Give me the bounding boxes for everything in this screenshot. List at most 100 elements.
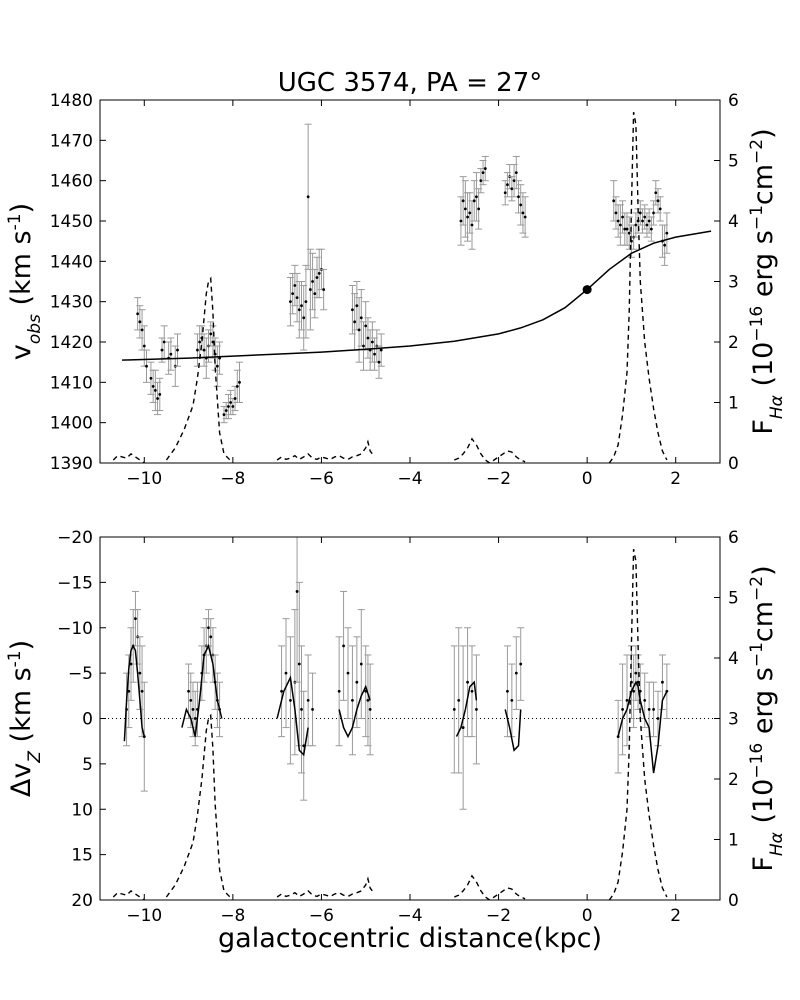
halpha-flux-line — [165, 276, 234, 463]
data-point — [162, 340, 166, 344]
data-point — [514, 671, 518, 675]
data-point — [198, 340, 202, 344]
data-point — [663, 243, 667, 247]
data-point — [368, 708, 372, 711]
data-point — [346, 671, 350, 675]
data-point — [466, 680, 469, 684]
data-point — [652, 211, 655, 215]
data-point — [337, 689, 341, 693]
data-point — [510, 698, 514, 702]
data-point — [452, 708, 456, 711]
data-point — [470, 223, 474, 227]
data-point — [517, 195, 520, 199]
y-tick-label: 1420 — [50, 333, 93, 353]
data-point — [463, 207, 467, 211]
x-tick-label: −4 — [397, 906, 422, 926]
y2-tick-label: 0 — [728, 891, 739, 911]
plot-area — [112, 111, 712, 463]
y2-tick-label: 5 — [728, 589, 739, 609]
halpha-flux-line — [112, 452, 145, 463]
data-point — [293, 284, 297, 287]
data-point — [475, 195, 478, 199]
data-point — [231, 405, 235, 408]
y2-tick-label: 4 — [728, 212, 739, 232]
y-tick-label: 15 — [71, 846, 93, 866]
data-point — [359, 316, 363, 320]
halpha-flux-line — [165, 713, 234, 900]
data-point — [145, 364, 148, 368]
data-point — [645, 223, 649, 227]
data-point — [656, 717, 660, 720]
data-point — [357, 328, 361, 332]
data-point — [468, 211, 472, 215]
x-tick-label: −2 — [486, 906, 511, 926]
data-point — [235, 384, 239, 388]
y-tick-label: 1470 — [50, 131, 93, 151]
top-panel: −10 −8 −6 −4 −2 0 2139014001410142014301440145… — [5, 91, 787, 489]
y2-axis-label: FHα (10−16 erg s−1cm−2) — [747, 565, 787, 871]
x-tick-label: −10 — [126, 906, 162, 926]
data-point — [136, 312, 140, 316]
data-point — [614, 211, 618, 215]
data-point — [459, 219, 463, 223]
halpha-flux-line — [112, 889, 145, 900]
data-point — [129, 662, 133, 666]
data-point — [315, 276, 319, 279]
y2-tick-label: 3 — [728, 710, 739, 730]
halpha-flux-line — [276, 439, 376, 461]
y2-tick-label: 3 — [728, 273, 739, 293]
data-point — [647, 708, 651, 711]
y-tick-label: 1480 — [50, 91, 93, 111]
x-tick-label: −2 — [486, 469, 511, 489]
data-point — [355, 680, 359, 684]
data-point — [625, 698, 629, 702]
data-point — [616, 219, 620, 223]
x-tick-label: −10 — [126, 469, 162, 489]
x-tick-label: −8 — [220, 906, 245, 926]
data-point — [477, 207, 481, 211]
x-tick-label: −6 — [309, 469, 334, 489]
chart-title: UGC 3574, PA = 27° — [278, 68, 543, 98]
data-point — [202, 348, 206, 352]
data-point — [638, 211, 642, 215]
y2-tick-label: 2 — [728, 770, 739, 790]
y-tick-label: 10 — [71, 800, 93, 820]
data-point — [284, 671, 288, 675]
fit-curve — [123, 644, 146, 742]
data-point — [641, 219, 644, 223]
data-point — [308, 288, 312, 291]
data-point — [366, 698, 370, 702]
data-point — [215, 364, 219, 368]
x-axis-label: galactocentric distance(kpc) — [218, 923, 602, 954]
data-point — [295, 296, 299, 300]
data-point — [300, 304, 303, 308]
data-point — [149, 376, 153, 380]
data-point — [656, 199, 660, 203]
data-point — [503, 191, 507, 195]
data-point — [160, 348, 164, 352]
y-tick-label: −20 — [57, 528, 93, 548]
y2-tick-label: 6 — [728, 528, 739, 548]
center-marker — [582, 285, 592, 295]
data-point — [142, 344, 146, 348]
rotation-model-curve — [122, 230, 712, 361]
fit-curve — [181, 643, 223, 737]
data-point — [311, 280, 314, 283]
data-point — [151, 384, 155, 388]
data-point — [306, 195, 310, 199]
data-point — [362, 344, 365, 348]
data-point — [461, 726, 465, 729]
data-point — [153, 389, 157, 392]
data-point — [519, 662, 523, 666]
data-point — [649, 227, 653, 231]
data-point — [481, 171, 485, 175]
y-axis-label: vobs (km s-1) — [5, 203, 45, 360]
data-point — [297, 662, 301, 666]
data-point — [634, 223, 638, 227]
y2-axis-label: FHα (10−16 erg s−1cm−2) — [747, 128, 787, 434]
y-axis-label: ΔvZ (km s-1) — [5, 640, 45, 797]
data-point — [134, 617, 137, 621]
data-point — [322, 288, 326, 291]
data-point — [461, 199, 465, 203]
